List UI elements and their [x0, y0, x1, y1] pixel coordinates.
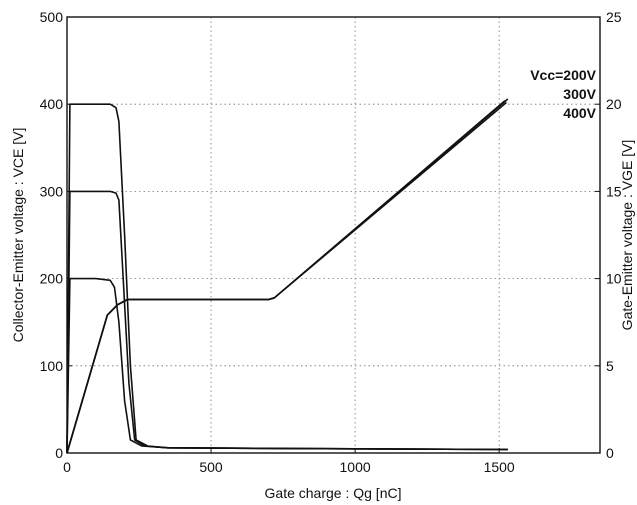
x-tick-label-3: 1500: [484, 459, 515, 475]
right-tick-label-2: 10: [606, 271, 622, 287]
left-tick-label-4: 400: [40, 96, 64, 112]
plot-frame: [66, 16, 601, 454]
right-tick-label-5: 25: [606, 9, 622, 25]
annotation-vcc-200v: Vcc=200V: [530, 67, 596, 83]
vce-curve-1: [66, 190, 508, 454]
x-tick-label-0: 0: [63, 459, 71, 475]
left-tick-label-0: 0: [55, 445, 63, 461]
tick-layer: 0 500 1000 1500 0 100 200 300 400 500 0 5 10 15 20 25: [40, 9, 622, 475]
x-tick-label-1: 500: [199, 459, 223, 475]
x-tick-label-2: 1000: [340, 459, 371, 475]
vge-curve-2: [66, 98, 509, 454]
curve-layer: [66, 98, 509, 454]
left-tick-label-5: 500: [40, 9, 64, 25]
left-tick-label-3: 300: [40, 183, 64, 199]
right-tick-label-0: 0: [606, 445, 614, 461]
annotation-400v: 400V: [563, 105, 596, 121]
grid-layer: [67, 17, 600, 453]
left-tick-label-1: 100: [40, 358, 64, 374]
right-tick-label-1: 5: [606, 358, 614, 374]
right-axis-title: Gate-Emitter voltage : VGE [V]: [619, 140, 635, 331]
x-axis-title: Gate charge : Qg [nC]: [265, 485, 402, 501]
right-tick-label-3: 15: [606, 183, 622, 199]
left-tick-label-2: 200: [40, 271, 64, 287]
annotation-300v: 300V: [563, 86, 596, 102]
left-axis-title: Collector-Emitter voltage : VCE [V]: [10, 128, 26, 343]
right-tick-label-4: 20: [606, 96, 622, 112]
